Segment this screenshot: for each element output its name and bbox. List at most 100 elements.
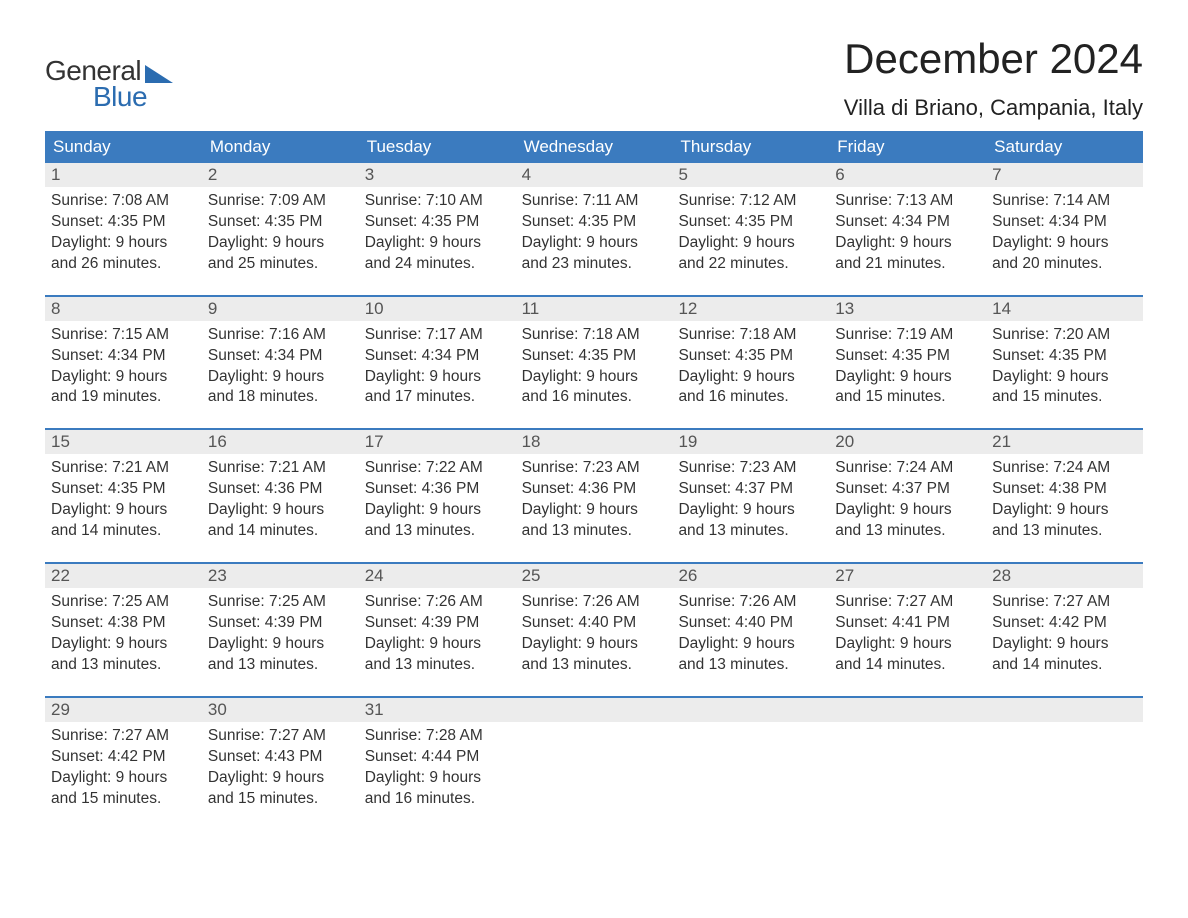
day-cell: 2Sunrise: 7:09 AMSunset: 4:35 PMDaylight…: [202, 163, 359, 281]
day-content: Sunrise: 7:23 AMSunset: 4:37 PMDaylight:…: [672, 454, 829, 548]
day-cell: 14Sunrise: 7:20 AMSunset: 4:35 PMDayligh…: [986, 297, 1143, 415]
sunrise-text: Sunrise: 7:25 AM: [51, 592, 196, 613]
day-content: Sunrise: 7:25 AMSunset: 4:38 PMDaylight:…: [45, 588, 202, 682]
weekday-tuesday: Tuesday: [359, 131, 516, 163]
day-cell: [516, 698, 673, 816]
location-text: Villa di Briano, Campania, Italy: [844, 95, 1143, 121]
day-number: 28: [986, 564, 1143, 588]
daylight-text: Daylight: 9 hours and 13 minutes.: [992, 500, 1137, 542]
day-number: [672, 698, 829, 722]
weekday-header: Sunday Monday Tuesday Wednesday Thursday…: [45, 131, 1143, 163]
daylight-text: Daylight: 9 hours and 13 minutes.: [365, 634, 510, 676]
day-number: 10: [359, 297, 516, 321]
day-number: 14: [986, 297, 1143, 321]
daylight-text: Daylight: 9 hours and 13 minutes.: [365, 500, 510, 542]
sunset-text: Sunset: 4:35 PM: [522, 212, 667, 233]
sunrise-text: Sunrise: 7:19 AM: [835, 325, 980, 346]
day-number: 25: [516, 564, 673, 588]
sunrise-text: Sunrise: 7:17 AM: [365, 325, 510, 346]
sunrise-text: Sunrise: 7:08 AM: [51, 191, 196, 212]
day-number: 23: [202, 564, 359, 588]
daylight-text: Daylight: 9 hours and 16 minutes.: [365, 768, 510, 810]
sunset-text: Sunset: 4:36 PM: [208, 479, 353, 500]
day-number: 4: [516, 163, 673, 187]
day-number: 19: [672, 430, 829, 454]
day-number: 9: [202, 297, 359, 321]
sunset-text: Sunset: 4:35 PM: [51, 212, 196, 233]
daylight-text: Daylight: 9 hours and 15 minutes.: [51, 768, 196, 810]
sunrise-text: Sunrise: 7:27 AM: [208, 726, 353, 747]
sunrise-text: Sunrise: 7:16 AM: [208, 325, 353, 346]
sunrise-text: Sunrise: 7:27 AM: [992, 592, 1137, 613]
daylight-text: Daylight: 9 hours and 16 minutes.: [678, 367, 823, 409]
daylight-text: Daylight: 9 hours and 15 minutes.: [208, 768, 353, 810]
sunset-text: Sunset: 4:41 PM: [835, 613, 980, 634]
day-content: Sunrise: 7:27 AMSunset: 4:43 PMDaylight:…: [202, 722, 359, 816]
daylight-text: Daylight: 9 hours and 13 minutes.: [522, 634, 667, 676]
sunset-text: Sunset: 4:43 PM: [208, 747, 353, 768]
week-row: 22Sunrise: 7:25 AMSunset: 4:38 PMDayligh…: [45, 562, 1143, 682]
daylight-text: Daylight: 9 hours and 14 minutes.: [51, 500, 196, 542]
day-number: [516, 698, 673, 722]
day-cell: 29Sunrise: 7:27 AMSunset: 4:42 PMDayligh…: [45, 698, 202, 816]
day-number: [986, 698, 1143, 722]
day-cell: 18Sunrise: 7:23 AMSunset: 4:36 PMDayligh…: [516, 430, 673, 548]
sunset-text: Sunset: 4:39 PM: [208, 613, 353, 634]
day-content: Sunrise: 7:14 AMSunset: 4:34 PMDaylight:…: [986, 187, 1143, 281]
sunset-text: Sunset: 4:35 PM: [678, 346, 823, 367]
day-content: Sunrise: 7:21 AMSunset: 4:36 PMDaylight:…: [202, 454, 359, 548]
day-cell: 1Sunrise: 7:08 AMSunset: 4:35 PMDaylight…: [45, 163, 202, 281]
sunrise-text: Sunrise: 7:15 AM: [51, 325, 196, 346]
day-cell: 10Sunrise: 7:17 AMSunset: 4:34 PMDayligh…: [359, 297, 516, 415]
sunrise-text: Sunrise: 7:24 AM: [992, 458, 1137, 479]
month-title: December 2024: [844, 35, 1143, 83]
sunrise-text: Sunrise: 7:27 AM: [51, 726, 196, 747]
daylight-text: Daylight: 9 hours and 24 minutes.: [365, 233, 510, 275]
day-content: Sunrise: 7:18 AMSunset: 4:35 PMDaylight:…: [672, 321, 829, 415]
daylight-text: Daylight: 9 hours and 16 minutes.: [522, 367, 667, 409]
day-cell: 24Sunrise: 7:26 AMSunset: 4:39 PMDayligh…: [359, 564, 516, 682]
weekday-monday: Monday: [202, 131, 359, 163]
sunset-text: Sunset: 4:34 PM: [208, 346, 353, 367]
day-cell: 13Sunrise: 7:19 AMSunset: 4:35 PMDayligh…: [829, 297, 986, 415]
day-cell: 22Sunrise: 7:25 AMSunset: 4:38 PMDayligh…: [45, 564, 202, 682]
day-cell: 25Sunrise: 7:26 AMSunset: 4:40 PMDayligh…: [516, 564, 673, 682]
day-content: Sunrise: 7:21 AMSunset: 4:35 PMDaylight:…: [45, 454, 202, 548]
day-number: 7: [986, 163, 1143, 187]
day-cell: [672, 698, 829, 816]
day-content: Sunrise: 7:27 AMSunset: 4:42 PMDaylight:…: [45, 722, 202, 816]
day-content: Sunrise: 7:09 AMSunset: 4:35 PMDaylight:…: [202, 187, 359, 281]
daylight-text: Daylight: 9 hours and 22 minutes.: [678, 233, 823, 275]
day-cell: 30Sunrise: 7:27 AMSunset: 4:43 PMDayligh…: [202, 698, 359, 816]
day-cell: 4Sunrise: 7:11 AMSunset: 4:35 PMDaylight…: [516, 163, 673, 281]
day-content: Sunrise: 7:24 AMSunset: 4:38 PMDaylight:…: [986, 454, 1143, 548]
day-content: Sunrise: 7:25 AMSunset: 4:39 PMDaylight:…: [202, 588, 359, 682]
sunset-text: Sunset: 4:34 PM: [365, 346, 510, 367]
weekday-friday: Friday: [829, 131, 986, 163]
week-row: 8Sunrise: 7:15 AMSunset: 4:34 PMDaylight…: [45, 295, 1143, 415]
day-cell: [986, 698, 1143, 816]
sunset-text: Sunset: 4:37 PM: [835, 479, 980, 500]
day-content: Sunrise: 7:24 AMSunset: 4:37 PMDaylight:…: [829, 454, 986, 548]
week-row: 15Sunrise: 7:21 AMSunset: 4:35 PMDayligh…: [45, 428, 1143, 548]
sunset-text: Sunset: 4:42 PM: [992, 613, 1137, 634]
daylight-text: Daylight: 9 hours and 13 minutes.: [522, 500, 667, 542]
day-content: Sunrise: 7:26 AMSunset: 4:40 PMDaylight:…: [672, 588, 829, 682]
day-cell: 12Sunrise: 7:18 AMSunset: 4:35 PMDayligh…: [672, 297, 829, 415]
day-cell: 7Sunrise: 7:14 AMSunset: 4:34 PMDaylight…: [986, 163, 1143, 281]
daylight-text: Daylight: 9 hours and 14 minutes.: [835, 634, 980, 676]
weeks-container: 1Sunrise: 7:08 AMSunset: 4:35 PMDaylight…: [45, 163, 1143, 815]
day-number: 2: [202, 163, 359, 187]
sunset-text: Sunset: 4:34 PM: [835, 212, 980, 233]
sunrise-text: Sunrise: 7:25 AM: [208, 592, 353, 613]
sunset-text: Sunset: 4:44 PM: [365, 747, 510, 768]
sunset-text: Sunset: 4:40 PM: [678, 613, 823, 634]
day-number: 24: [359, 564, 516, 588]
day-number: 26: [672, 564, 829, 588]
sunset-text: Sunset: 4:39 PM: [365, 613, 510, 634]
day-content: Sunrise: 7:19 AMSunset: 4:35 PMDaylight:…: [829, 321, 986, 415]
sunset-text: Sunset: 4:35 PM: [522, 346, 667, 367]
day-number: 11: [516, 297, 673, 321]
daylight-text: Daylight: 9 hours and 23 minutes.: [522, 233, 667, 275]
day-number: 21: [986, 430, 1143, 454]
